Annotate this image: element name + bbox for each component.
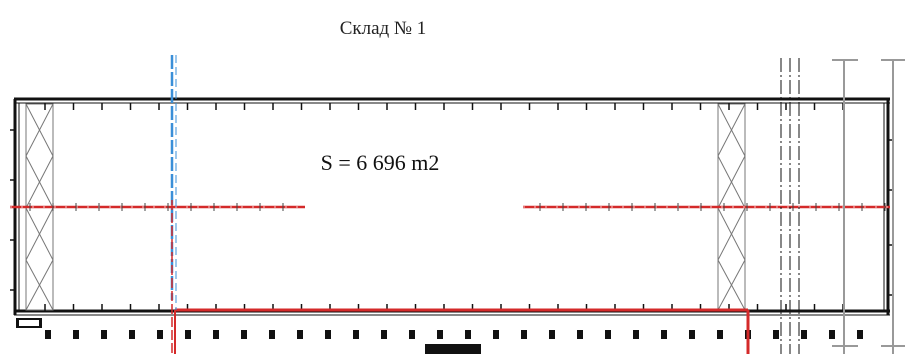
- foundation-block: [325, 330, 331, 339]
- dimension-bracket-1: [832, 59, 858, 354]
- foundation-block: [465, 330, 471, 339]
- top-wall-columns: [44, 103, 844, 110]
- foundation-block: [437, 330, 443, 339]
- blue-vertical-line: [170, 55, 177, 354]
- foundation-block: [549, 330, 555, 339]
- foundation-block: [269, 330, 275, 339]
- foundation-block: [129, 330, 135, 339]
- foundation-block: [493, 330, 499, 339]
- right-axis-lines: [780, 58, 800, 354]
- red-line-right-ticks: [539, 203, 886, 211]
- dimension-bracket-2: [881, 59, 905, 354]
- foundation-block: [773, 330, 779, 339]
- foundation-block: [409, 330, 415, 339]
- foundation-block: [661, 330, 667, 339]
- foundation-block: [801, 330, 807, 339]
- foundation-block: [381, 330, 387, 339]
- foundation-blocks: [45, 330, 863, 339]
- foundation-block: [241, 330, 247, 339]
- foundation-block: [829, 330, 835, 339]
- foundation-block: [185, 330, 191, 339]
- foundation-block: [717, 330, 723, 339]
- foundation-block: [157, 330, 163, 339]
- entrance-marker-center: [425, 344, 481, 354]
- foundation-block: [857, 330, 863, 339]
- foundation-block: [73, 330, 79, 339]
- entrance-marker-left: [16, 318, 42, 328]
- foundation-block: [577, 330, 583, 339]
- foundation-block: [101, 330, 107, 339]
- red-line-left-ticks: [29, 203, 284, 211]
- area-label: S = 6 696 m2: [321, 150, 440, 175]
- foundation-block: [689, 330, 695, 339]
- foundation-block: [297, 330, 303, 339]
- side-wall-ticks: [10, 129, 893, 296]
- plan-title: Склад № 1: [340, 18, 427, 39]
- foundation-block: [633, 330, 639, 339]
- foundation-block: [45, 330, 51, 339]
- foundation-block: [213, 330, 219, 339]
- foundation-block: [605, 330, 611, 339]
- foundation-block: [353, 330, 359, 339]
- red-line-bottom: [174, 308, 750, 354]
- foundation-block: [521, 330, 527, 339]
